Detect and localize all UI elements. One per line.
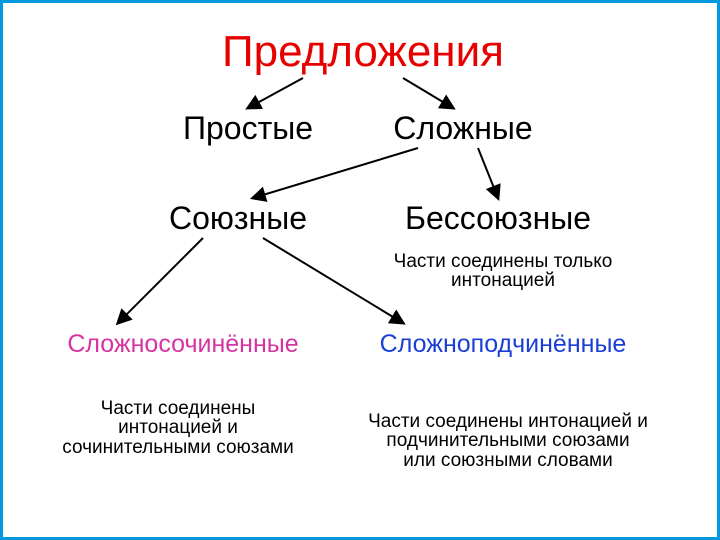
caption-nonunion: Части соединены только интонацией — [373, 252, 633, 292]
title: Предложения — [222, 29, 504, 75]
node-compound: Сложносочинённые — [67, 331, 298, 357]
node-union: Союзные — [169, 202, 307, 236]
node-simple: Простые — [183, 112, 313, 146]
node-complex: Сложные — [393, 112, 532, 146]
diagram-frame: Предложения Простые Сложные Союзные Бесс… — [0, 0, 720, 540]
node-subordinate: Сложноподчинённые — [380, 331, 627, 357]
node-nonunion: Бессоюзные — [405, 202, 591, 236]
caption-subordinate: Части соединены интонацией и подчинитель… — [368, 412, 648, 472]
caption-compound: Части соединены интонацией и сочинительн… — [48, 399, 308, 459]
